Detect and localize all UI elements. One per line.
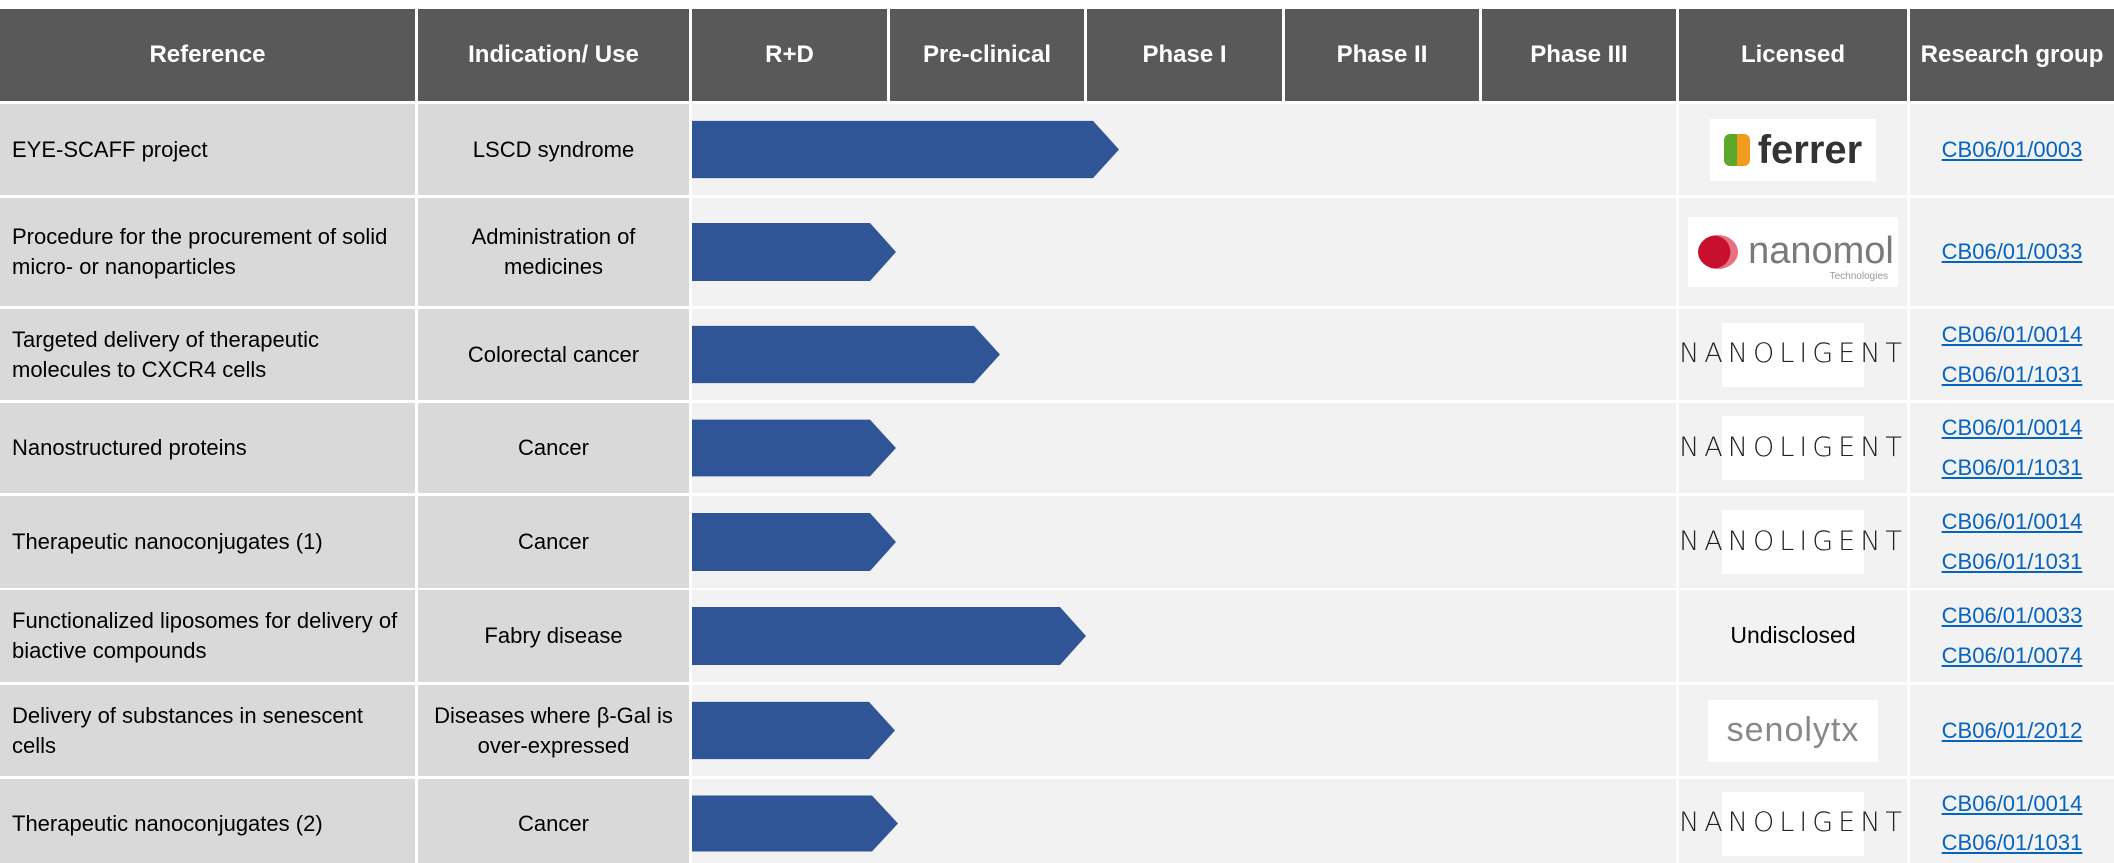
licensee-name: ferrer bbox=[1757, 127, 1863, 172]
phase-lane bbox=[692, 198, 1676, 306]
progress-arrow bbox=[692, 223, 896, 281]
licensee-name: senolytx bbox=[1726, 710, 1860, 749]
research-group-cell: CB06/01/0033 bbox=[1910, 198, 2114, 306]
logo-icon bbox=[1723, 133, 1750, 166]
indication-cell: Administration of medicines bbox=[418, 198, 689, 306]
phase-lane bbox=[692, 496, 1676, 588]
progress-arrow bbox=[692, 325, 1000, 384]
licensee-name: Undisclosed bbox=[1730, 622, 1856, 649]
research-group-link[interactable]: CB06/01/0014 bbox=[1941, 790, 2083, 816]
research-group-link[interactable]: CB06/01/2012 bbox=[1941, 717, 2083, 743]
reference-cell: Procedure for the procurement of solid m… bbox=[0, 198, 415, 306]
reference-cell: Therapeutic nanoconjugates (1) bbox=[0, 496, 415, 588]
indication-cell: Cancer bbox=[418, 403, 689, 493]
reference-cell: Functionalized liposomes for delivery of… bbox=[0, 590, 415, 682]
research-group-link[interactable]: CB06/01/1031 bbox=[1941, 549, 2083, 575]
licensee-name: nanomol bbox=[1748, 230, 1894, 273]
licensee-logo: NANOLIGENT bbox=[1679, 416, 1902, 480]
column-header: Research group bbox=[1910, 9, 2114, 101]
licensee-name: NANOLIGENT bbox=[1679, 431, 1907, 463]
logo-icon bbox=[1698, 235, 1738, 269]
research-group-link[interactable]: CB06/01/1031 bbox=[1941, 830, 2083, 856]
licensee-name: NANOLIGENT bbox=[1679, 338, 1907, 370]
research-group-cell: CB06/01/2012 bbox=[1910, 685, 2114, 776]
research-group-link[interactable]: CB06/01/0014 bbox=[1941, 415, 2083, 441]
research-group-link[interactable]: CB06/01/0074 bbox=[1941, 643, 2083, 669]
research-group-link[interactable]: CB06/01/0014 bbox=[1941, 321, 2083, 347]
licensee-logo: NANOLIGENT bbox=[1679, 510, 1902, 574]
progress-arrow bbox=[692, 701, 895, 760]
reference-cell: Nanostructured proteins bbox=[0, 403, 415, 493]
reference-cell: EYE-SCAFF project bbox=[0, 104, 415, 195]
licensee-logo: NANOLIGENT bbox=[1679, 791, 1902, 856]
progress-arrow bbox=[692, 419, 896, 477]
column-header: Phase II bbox=[1285, 9, 1479, 101]
research-group-link[interactable]: CB06/01/1031 bbox=[1941, 361, 2083, 387]
progress-arrow bbox=[692, 120, 1119, 179]
licensee-logo: NANOLIGENT bbox=[1679, 322, 1902, 387]
column-header: Reference bbox=[0, 9, 415, 101]
reference-cell: Targeted delivery of therapeutic molecul… bbox=[0, 309, 415, 400]
column-header: R+D bbox=[692, 9, 887, 101]
licensed-cell: NANOLIGENT bbox=[1679, 403, 1907, 493]
progress-arrow bbox=[692, 513, 896, 571]
indication-cell: Colorectal cancer bbox=[418, 309, 689, 400]
arrow-shape bbox=[692, 419, 896, 477]
licensed-cell: senolytx bbox=[1679, 685, 1907, 776]
research-group-cell: CB06/01/0014 CB06/01/1031 bbox=[1910, 309, 2114, 400]
licensee-name: NANOLIGENT bbox=[1679, 525, 1907, 557]
licensee-logo: nanomol Technologies bbox=[1688, 217, 1898, 287]
phase-lane bbox=[692, 403, 1676, 493]
licensee-logo: ferrer bbox=[1710, 118, 1876, 181]
progress-arrow bbox=[692, 607, 1086, 665]
phase-lane bbox=[692, 590, 1676, 682]
arrow-shape bbox=[692, 607, 1086, 665]
phase-lane bbox=[692, 104, 1676, 195]
licensed-cell: NANOLIGENT bbox=[1679, 496, 1907, 588]
research-group-link[interactable]: CB06/01/0033 bbox=[1941, 239, 2083, 265]
licensee-logo: senolytx bbox=[1708, 699, 1878, 762]
phase-lane bbox=[692, 309, 1676, 400]
licensee-tagline: Technologies bbox=[1829, 270, 1888, 282]
licensed-cell: NANOLIGENT bbox=[1679, 309, 1907, 400]
licensed-cell: nanomol Technologies bbox=[1679, 198, 1907, 306]
column-header: Phase III bbox=[1482, 9, 1676, 101]
phase-lane bbox=[692, 779, 1676, 863]
indication-cell: Diseases where β-Gal is over-expressed bbox=[418, 685, 689, 776]
column-header: Licensed bbox=[1679, 9, 1907, 101]
column-header: Phase I bbox=[1087, 9, 1282, 101]
arrow-shape bbox=[692, 513, 896, 571]
licensed-cell: ferrer bbox=[1679, 104, 1907, 195]
research-group-cell: CB06/01/0003 bbox=[1910, 104, 2114, 195]
licensed-cell: Undisclosed bbox=[1679, 590, 1907, 682]
arrow-shape bbox=[692, 223, 896, 281]
arrow-shape bbox=[692, 795, 898, 852]
arrow-shape bbox=[692, 325, 1000, 384]
research-group-cell: CB06/01/0014 CB06/01/1031 bbox=[1910, 779, 2114, 863]
research-group-link[interactable]: CB06/01/0014 bbox=[1941, 508, 2083, 534]
research-group-cell: CB06/01/0014 CB06/01/1031 bbox=[1910, 496, 2114, 588]
reference-cell: Therapeutic nanoconjugates (2) bbox=[0, 779, 415, 863]
indication-cell: LSCD syndrome bbox=[418, 104, 689, 195]
licensee-logo: Undisclosed bbox=[1730, 620, 1855, 651]
indication-cell: Fabry disease bbox=[418, 590, 689, 682]
research-group-link[interactable]: CB06/01/0003 bbox=[1941, 136, 2083, 162]
column-header: Indication/ Use bbox=[418, 9, 689, 101]
column-header: Pre-clinical bbox=[890, 9, 1084, 101]
reference-cell: Delivery of substances in senescent cell… bbox=[0, 685, 415, 776]
research-group-link[interactable]: CB06/01/0033 bbox=[1941, 602, 2083, 628]
research-group-link[interactable]: CB06/01/1031 bbox=[1941, 455, 2083, 481]
arrow-shape bbox=[692, 701, 895, 760]
indication-cell: Cancer bbox=[418, 496, 689, 588]
research-group-cell: CB06/01/0033 CB06/01/0074 bbox=[1910, 590, 2114, 682]
arrow-shape bbox=[692, 120, 1119, 179]
research-group-cell: CB06/01/0014 CB06/01/1031 bbox=[1910, 403, 2114, 493]
phase-lane bbox=[692, 685, 1676, 776]
licensed-cell: NANOLIGENT bbox=[1679, 779, 1907, 863]
indication-cell: Cancer bbox=[418, 779, 689, 863]
licensee-name: NANOLIGENT bbox=[1679, 807, 1907, 839]
progress-arrow bbox=[692, 795, 898, 852]
